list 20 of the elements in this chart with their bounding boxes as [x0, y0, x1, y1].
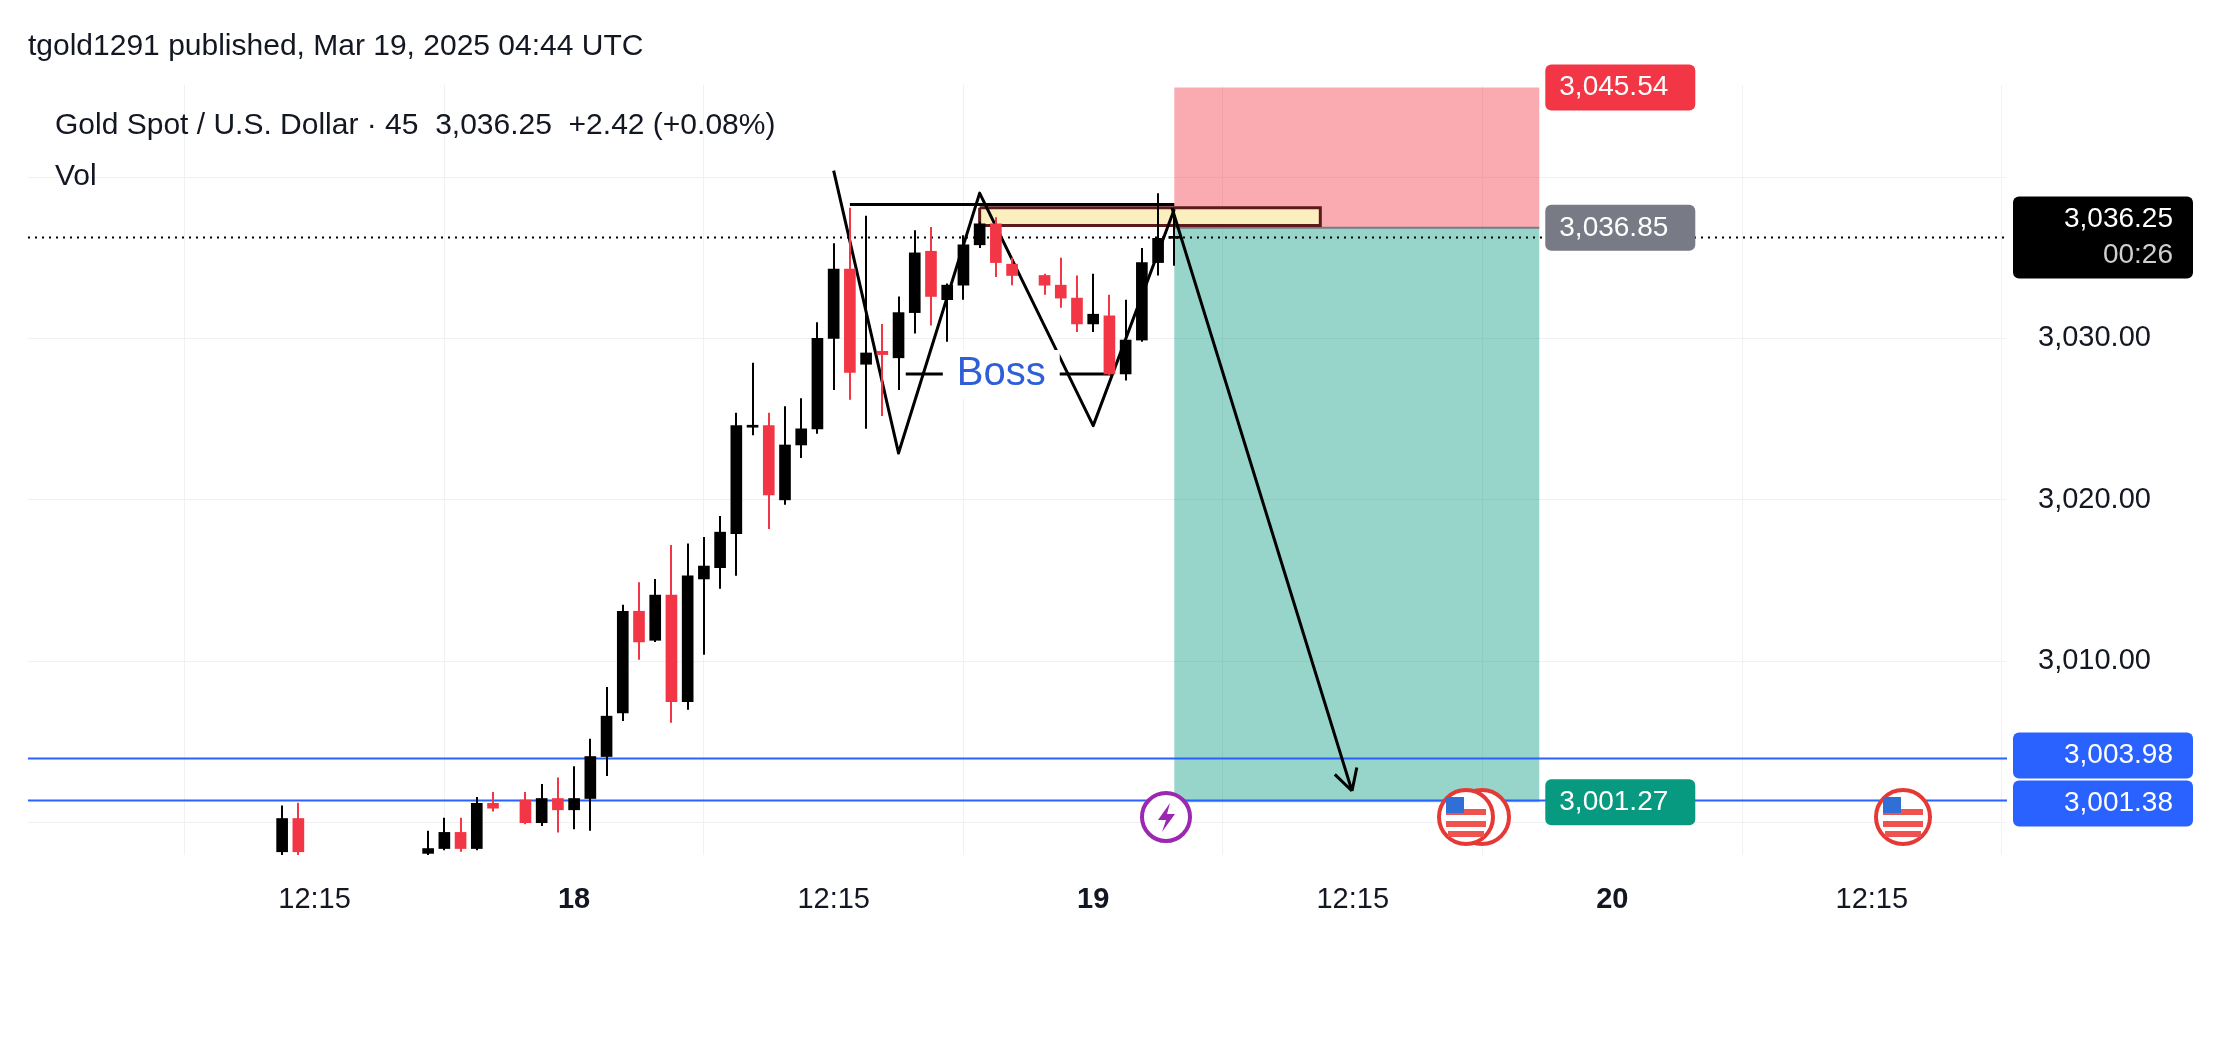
x-tick-label: 20 [1596, 882, 1629, 915]
x-tick-label: 19 [1077, 882, 1110, 915]
x-tick-label: 12:15 [1835, 882, 1909, 915]
x-tick-label: 18 [557, 882, 591, 915]
text: Gold Spot / U.S. Dollar · 45 3,036.25 +2.42 (+0.08%) [55, 107, 776, 141]
band-label: 3,001.27 [1559, 784, 1669, 816]
ref-line-label: 3,003.98 [2064, 738, 2173, 770]
chart-title: tgold1291 published, Mar 19, 2025 04:44 UTC [28, 28, 644, 62]
y-tick-label: 3,030.00 [2038, 320, 2151, 353]
ref-line-label: 3,001.38 [2064, 786, 2173, 818]
annotation: Boss [956, 348, 1046, 393]
ref-line-label: 3,036.25 00:26 [2064, 202, 2173, 270]
annotation: Vol [55, 158, 97, 192]
x-tick-label: 12:15 [797, 882, 870, 915]
x-tick-label: 12:15 [1316, 882, 1390, 915]
band-label: 3,045.54 [1559, 70, 1669, 102]
ref-line-label: 3,036.85 [1559, 210, 1669, 242]
x-tick-label: 12:15 [278, 882, 351, 915]
y-tick-label: 3,020.00 [2038, 481, 2151, 514]
y-tick-label: 3,010.00 [2038, 643, 2151, 676]
